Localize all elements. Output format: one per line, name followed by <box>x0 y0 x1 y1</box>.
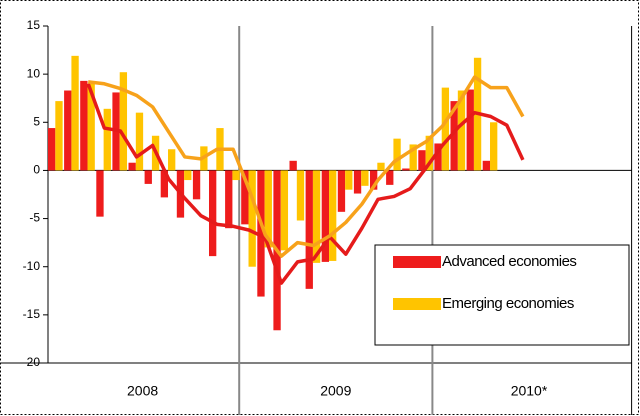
bar <box>457 90 466 171</box>
trend-line <box>86 83 525 285</box>
bar <box>345 170 353 190</box>
bar <box>264 170 272 248</box>
bar <box>168 149 176 171</box>
bar <box>409 144 417 171</box>
legend: Advanced economies Emerging economies <box>374 244 630 346</box>
bar <box>87 83 95 171</box>
bar <box>80 80 88 171</box>
bar <box>119 72 128 171</box>
bar <box>466 89 474 171</box>
bar <box>337 170 346 212</box>
bar <box>434 143 442 171</box>
y-tick-label: 10 <box>27 66 41 80</box>
bar <box>225 170 233 229</box>
plot-area: -20 -15 -10 -5 0 5 10 15 2008 2009 2010* <box>0 18 633 415</box>
bar <box>393 138 401 171</box>
bar <box>441 87 450 171</box>
bar <box>450 101 458 171</box>
bar <box>128 162 136 171</box>
bar <box>96 170 104 217</box>
legend-swatch <box>393 298 441 310</box>
bar <box>329 170 337 261</box>
bar <box>377 162 385 171</box>
bar <box>280 170 289 251</box>
legend-label: Emerging economies <box>442 295 574 312</box>
y-tick-label: -15 <box>23 307 41 321</box>
bar <box>135 112 144 171</box>
bar <box>361 170 369 186</box>
y-tick-label: 0 <box>33 163 40 177</box>
bar <box>55 101 63 171</box>
y-tick-label: -5 <box>29 211 40 225</box>
x-group-label: 2010* <box>511 383 548 399</box>
bar <box>402 168 410 171</box>
bar <box>289 160 297 171</box>
bar <box>386 170 394 185</box>
bar <box>370 170 378 190</box>
bar <box>48 128 56 171</box>
bar <box>160 170 169 198</box>
x-group-label: 2009 <box>320 383 351 399</box>
bar <box>353 170 362 194</box>
legend-label: Advanced economies <box>442 253 576 270</box>
bar <box>321 170 330 262</box>
y-tick-label: 15 <box>27 18 41 32</box>
bar <box>305 170 313 289</box>
bar <box>184 170 192 181</box>
bar <box>71 55 79 171</box>
bar <box>490 122 498 171</box>
bar <box>103 108 111 171</box>
bar <box>192 170 201 200</box>
bar <box>425 135 433 171</box>
y-tick-label: -20 <box>23 355 41 369</box>
legend-swatch <box>393 256 441 268</box>
y-tick-label: -10 <box>23 259 41 273</box>
bar <box>64 90 72 171</box>
trend-line <box>87 75 525 258</box>
bar <box>144 170 152 184</box>
bar <box>312 170 321 263</box>
bar <box>257 170 265 297</box>
x-group-label: 2008 <box>127 383 158 399</box>
bar <box>232 170 240 181</box>
bar <box>241 170 249 225</box>
bar <box>482 160 491 171</box>
bar <box>418 150 426 171</box>
y-tick-label: 5 <box>33 114 40 128</box>
bar <box>209 170 217 257</box>
bar <box>248 170 256 267</box>
bar <box>296 170 305 221</box>
